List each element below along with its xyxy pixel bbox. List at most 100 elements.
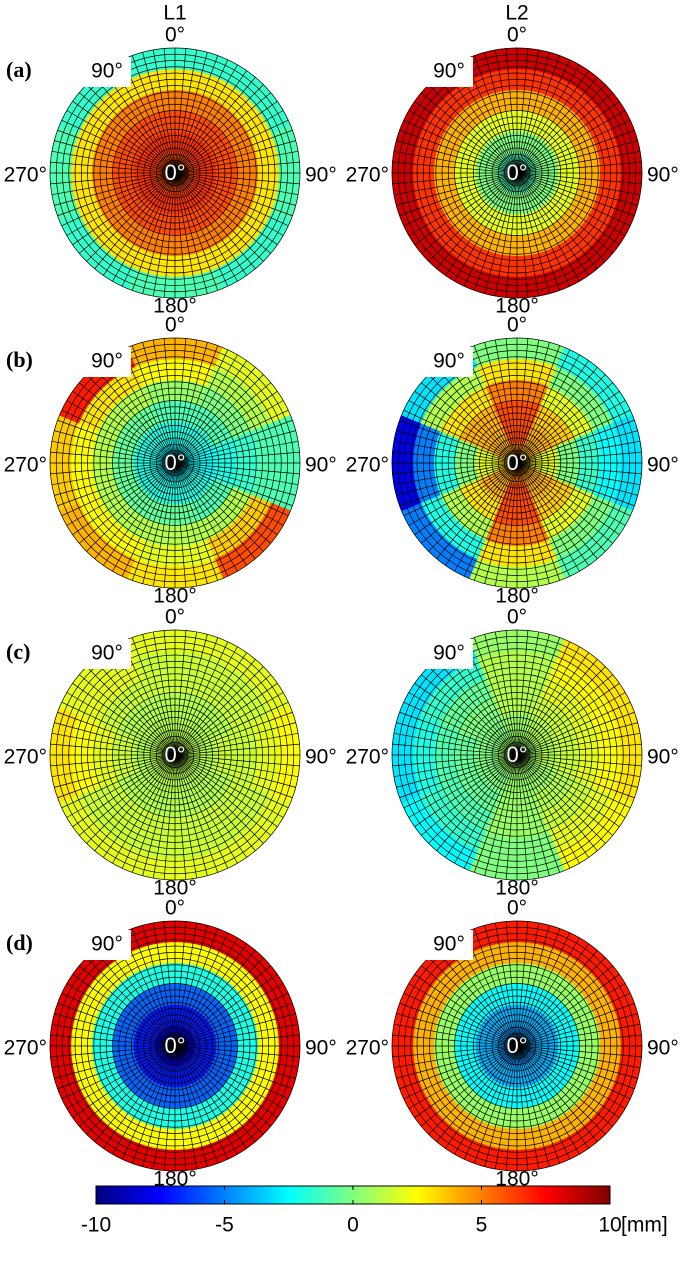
- mesh-spoke: [408, 983, 518, 1047]
- mesh-spoke: [174, 92, 271, 174]
- mesh-spoke: [516, 1045, 638, 1079]
- mesh-spoke: [516, 683, 620, 756]
- mesh-spoke: [174, 754, 271, 836]
- mesh-grid: [391, 920, 643, 1172]
- mesh-spoke: [61, 1045, 176, 1100]
- mesh-spoke: [445, 1045, 518, 1149]
- mesh-spoke: [163, 48, 176, 174]
- center-label: 0°: [164, 742, 185, 767]
- mesh-spoke: [174, 683, 278, 756]
- mesh-spoke: [142, 1045, 176, 1167]
- mesh-spoke: [516, 630, 529, 756]
- mesh-spoke: [396, 140, 518, 174]
- mesh-spoke: [66, 462, 176, 526]
- mesh-spoke: [66, 172, 176, 236]
- mesh-spoke: [174, 374, 264, 464]
- mesh-spoke: [51, 462, 176, 486]
- mesh-spoke: [174, 172, 229, 287]
- mesh-spoke: [516, 754, 613, 836]
- mesh-spoke: [61, 754, 176, 809]
- mesh-spoke: [516, 462, 550, 584]
- angle-label: 0°: [507, 24, 527, 47]
- mesh-spoke: [103, 462, 176, 566]
- mesh-spoke: [516, 172, 635, 217]
- mesh-spoke: [454, 172, 518, 282]
- mesh-spoke: [142, 172, 176, 294]
- mesh-spoke: [72, 974, 176, 1047]
- mesh-spoke: [399, 1002, 518, 1047]
- mesh-spoke: [414, 462, 518, 535]
- mesh-spoke: [163, 1045, 176, 1171]
- mesh-spoke: [399, 1045, 518, 1090]
- mesh-spoke: [403, 409, 518, 464]
- mesh-spoke: [396, 462, 518, 496]
- mesh-spoke: [94, 950, 176, 1047]
- mesh-spoke: [494, 922, 518, 1047]
- mesh-spoke: [174, 1045, 229, 1160]
- mesh-spoke: [516, 172, 550, 294]
- mesh-spoke: [142, 754, 176, 876]
- mesh-spoke: [174, 943, 247, 1047]
- mesh-spoke: [174, 1045, 256, 1142]
- mesh-spoke: [516, 1045, 571, 1160]
- mesh-spoke: [473, 928, 518, 1047]
- mesh-spoke: [399, 462, 518, 507]
- mesh-spoke: [516, 1045, 641, 1069]
- angle-label: 180°: [495, 585, 538, 608]
- mesh-grid: [49, 920, 301, 1172]
- mesh-spoke: [403, 172, 518, 227]
- mesh-spoke: [516, 754, 550, 876]
- mesh-spoke: [484, 925, 518, 1047]
- mesh-spoke: [79, 1045, 176, 1127]
- mesh-spoke: [72, 101, 176, 174]
- mesh-spoke: [403, 462, 518, 517]
- mesh-spoke: [516, 360, 589, 464]
- angle-label: 0°: [165, 897, 185, 920]
- mesh-spoke: [66, 1045, 176, 1109]
- mesh-spoke: [79, 674, 176, 756]
- mesh-spoke: [516, 754, 529, 880]
- mesh-spoke: [516, 110, 626, 174]
- mesh-spoke: [174, 701, 289, 756]
- mesh-spoke: [516, 462, 589, 566]
- mesh-spoke: [516, 922, 540, 1047]
- mesh-spoke: [72, 683, 176, 756]
- mesh-spoke: [516, 754, 589, 858]
- mesh-spoke: [408, 110, 518, 174]
- mesh-spoke: [121, 462, 176, 577]
- mesh-spoke: [516, 400, 626, 464]
- mesh-spoke: [174, 932, 229, 1047]
- mesh-spoke: [392, 754, 518, 767]
- corner-label: 90°: [433, 642, 465, 665]
- mesh-spoke: [51, 1023, 176, 1047]
- mesh-spoke: [142, 925, 176, 1047]
- mesh-spoke: [396, 754, 518, 788]
- mesh-spoke: [414, 101, 518, 174]
- mesh-spoke: [174, 462, 293, 507]
- mesh-spoke: [174, 722, 296, 756]
- mesh-spoke: [516, 64, 580, 174]
- mesh-spoke: [174, 462, 187, 588]
- mesh-spoke: [57, 1045, 176, 1090]
- mesh-spoke: [516, 1045, 642, 1058]
- mesh-spoke: [516, 462, 642, 475]
- mesh-spoke: [174, 119, 289, 174]
- mesh-spoke: [66, 983, 176, 1047]
- mesh-spoke: [72, 391, 176, 464]
- mesh-spoke: [57, 462, 176, 507]
- mesh-spoke: [174, 49, 198, 174]
- angle-label: 90°: [647, 454, 679, 477]
- mesh-spoke: [163, 921, 176, 1047]
- mesh-spoke: [516, 84, 606, 174]
- mesh-spoke: [393, 150, 518, 174]
- mesh-spoke: [399, 711, 518, 756]
- mesh-spoke: [174, 1045, 247, 1149]
- mesh-spoke: [51, 754, 176, 778]
- mesh-spoke: [51, 440, 176, 464]
- mesh-spoke: [174, 1045, 238, 1155]
- mesh-spoke: [163, 338, 176, 464]
- angle-label: 180°: [495, 295, 538, 318]
- mesh-spoke: [516, 391, 620, 464]
- mesh-spoke: [131, 172, 176, 291]
- mesh-spoke: [516, 409, 631, 464]
